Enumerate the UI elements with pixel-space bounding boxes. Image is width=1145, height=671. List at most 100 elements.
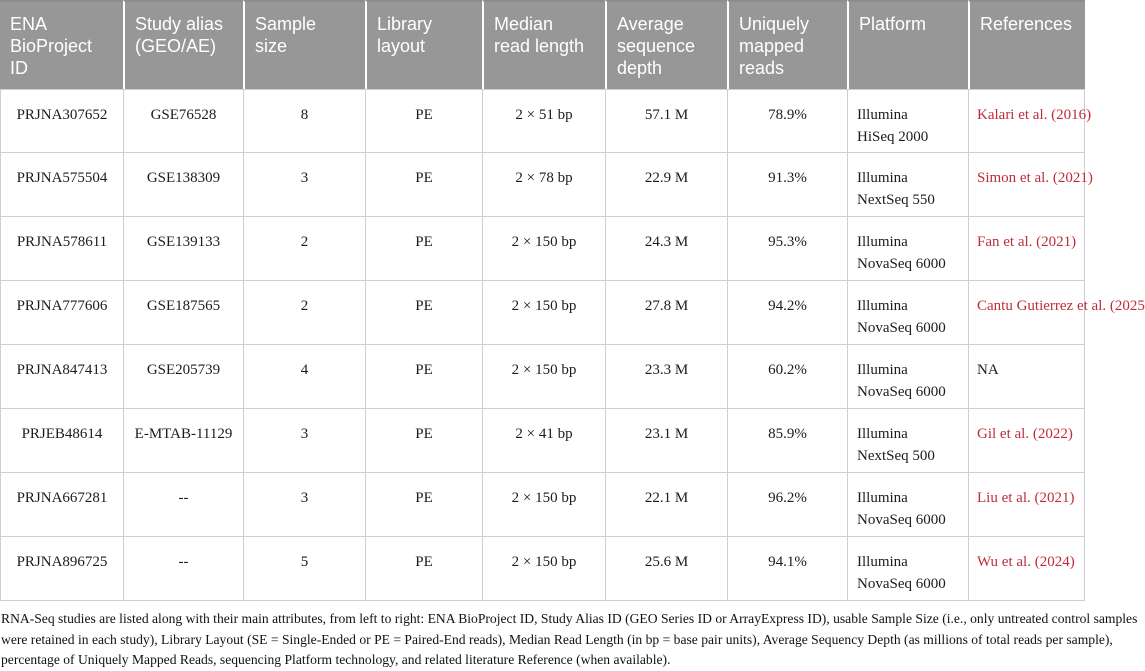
cell-bioproject-id: PRJNA578611 [0,217,123,281]
platform-line: Illumina [857,426,908,442]
cell-read-length: 2 × 150 bp [482,537,605,601]
column-header-study-alias: Study alias (GEO/AE) [123,0,243,89]
cell-platform: Illumina NextSeq 550 [847,153,968,217]
platform-line: Illumina [857,107,908,123]
cell-bioproject-id: PRJNA847413 [0,345,123,409]
platform-line: Illumina [857,554,908,570]
reference-citation-link[interactable]: Liu et al. (2021) [977,490,1075,506]
cell-platform: Illumina NovaSeq 6000 [847,473,968,537]
column-header-platform: Platform [847,0,968,89]
column-header-read-length: Median read length [482,0,605,89]
reference-citation-link[interactable]: Gil et al. (2022) [977,426,1073,442]
cell-sample-size: 4 [243,345,365,409]
column-header-ena-bioproject-id: ENA BioProject ID [0,0,123,89]
cell-study-alias: GSE205739 [123,345,243,409]
table-row: PRJNA777606 GSE187565 2 PE 2 × 150 bp 27… [0,281,1145,345]
cell-bioproject-id: PRJNA667281 [0,473,123,537]
table-row: PRJNA896725 -- 5 PE 2 × 150 bp 25.6 M 94… [0,537,1085,601]
platform-line: NovaSeq 6000 [857,256,946,272]
reference-citation-link[interactable]: Fan et al. (2021) [977,234,1077,250]
cell-read-length: 2 × 150 bp [482,473,605,537]
cell-read-length: 2 × 150 bp [482,217,605,281]
platform-line: Illumina [857,170,908,186]
table-row: PRJNA847413 GSE205739 4 PE 2 × 150 bp 23… [0,345,1085,409]
table-header: ENA BioProject ID Study alias (GEO/AE) S… [0,0,1085,89]
cell-sample-size: 2 [243,281,365,345]
cell-study-alias: E-MTAB-11129 [123,409,243,473]
cell-mapped-reads: 91.3% [727,153,847,217]
cell-reference: NA [968,345,1085,409]
cell-platform: Illumina NovaSeq 6000 [847,217,968,281]
cell-reference: Cantu Gutierrez et al. (2025) [968,281,1145,345]
cell-mapped-reads: 85.9% [727,409,847,473]
cell-sample-size: 3 [243,473,365,537]
cell-read-length: 2 × 51 bp [482,89,605,153]
cell-platform: Illumina HiSeq 2000 [847,89,968,153]
cell-bioproject-id: PRJNA777606 [0,281,123,345]
cell-study-alias: -- [123,537,243,601]
cell-bioproject-id: PRJEB48614 [0,409,123,473]
cell-library-layout: PE [365,89,482,153]
column-header-references: References [968,0,1085,89]
cell-study-alias: GSE76528 [123,89,243,153]
cell-read-length: 2 × 41 bp [482,409,605,473]
column-header-library-layout: Library layout [365,0,482,89]
table-row: PRJNA578611 GSE139133 2 PE 2 × 150 bp 24… [0,217,1085,281]
cell-sequence-depth: 22.9 M [605,153,727,217]
cell-bioproject-id: PRJNA307652 [0,89,123,153]
cell-platform: Illumina NovaSeq 6000 [847,281,968,345]
platform-line: Illumina [857,362,908,378]
table-row: PRJEB48614 E-MTAB-11129 3 PE 2 × 41 bp 2… [0,409,1085,473]
cell-library-layout: PE [365,409,482,473]
cell-library-layout: PE [365,473,482,537]
cell-study-alias: -- [123,473,243,537]
platform-line: NovaSeq 6000 [857,320,946,336]
cell-bioproject-id: PRJNA575504 [0,153,123,217]
cell-read-length: 2 × 150 bp [482,345,605,409]
cell-mapped-reads: 94.2% [727,281,847,345]
table-row: PRJNA307652 GSE76528 8 PE 2 × 51 bp 57.1… [0,89,1091,153]
cell-sample-size: 8 [243,89,365,153]
cell-sequence-depth: 23.1 M [605,409,727,473]
platform-line: NovaSeq 6000 [857,384,946,400]
cell-mapped-reads: 60.2% [727,345,847,409]
platform-line: NovaSeq 6000 [857,512,946,528]
cell-platform: Illumina NextSeq 500 [847,409,968,473]
column-header-sample-size: Sample size [243,0,365,89]
cell-study-alias: GSE187565 [123,281,243,345]
cell-sample-size: 5 [243,537,365,601]
cell-mapped-reads: 94.1% [727,537,847,601]
reference-citation-link[interactable]: Cantu Gutierrez et al. (2025) [977,298,1145,314]
cell-reference: Wu et al. (2024) [968,537,1085,601]
studies-table: ENA BioProject ID Study alias (GEO/AE) S… [0,0,1145,601]
cell-sequence-depth: 27.8 M [605,281,727,345]
table-body: PRJNA307652 GSE76528 8 PE 2 × 51 bp 57.1… [0,89,1145,601]
header-row: ENA BioProject ID Study alias (GEO/AE) S… [0,0,1085,89]
cell-reference: Gil et al. (2022) [968,409,1085,473]
cell-reference: Liu et al. (2021) [968,473,1085,537]
cell-sequence-depth: 24.3 M [605,217,727,281]
cell-read-length: 2 × 150 bp [482,281,605,345]
platform-line: NovaSeq 6000 [857,576,946,592]
table-footnote: RNA-Seq studies are listed along with th… [1,611,1138,667]
cell-sequence-depth: 23.3 M [605,345,727,409]
platform-line: Illumina [857,298,908,314]
cell-mapped-reads: 96.2% [727,473,847,537]
cell-sample-size: 3 [243,153,365,217]
platform-line: Illumina [857,234,908,250]
reference-citation-link[interactable]: Wu et al. (2024) [977,554,1075,570]
platform-line: Illumina [857,490,908,506]
reference-citation-link[interactable]: Simon et al. (2021) [977,170,1093,186]
reference-citation-link[interactable]: Kalari et al. (2016) [977,107,1092,123]
cell-sequence-depth: 22.1 M [605,473,727,537]
cell-library-layout: PE [365,345,482,409]
column-header-mapped-reads: Uniquely mapped reads [727,0,847,89]
cell-reference: Simon et al. (2021) [968,153,1093,217]
platform-line: NextSeq 500 [857,448,935,464]
cell-library-layout: PE [365,281,482,345]
cell-study-alias: GSE138309 [123,153,243,217]
cell-read-length: 2 × 78 bp [482,153,605,217]
cell-sample-size: 3 [243,409,365,473]
cell-mapped-reads: 78.9% [727,89,847,153]
cell-mapped-reads: 95.3% [727,217,847,281]
